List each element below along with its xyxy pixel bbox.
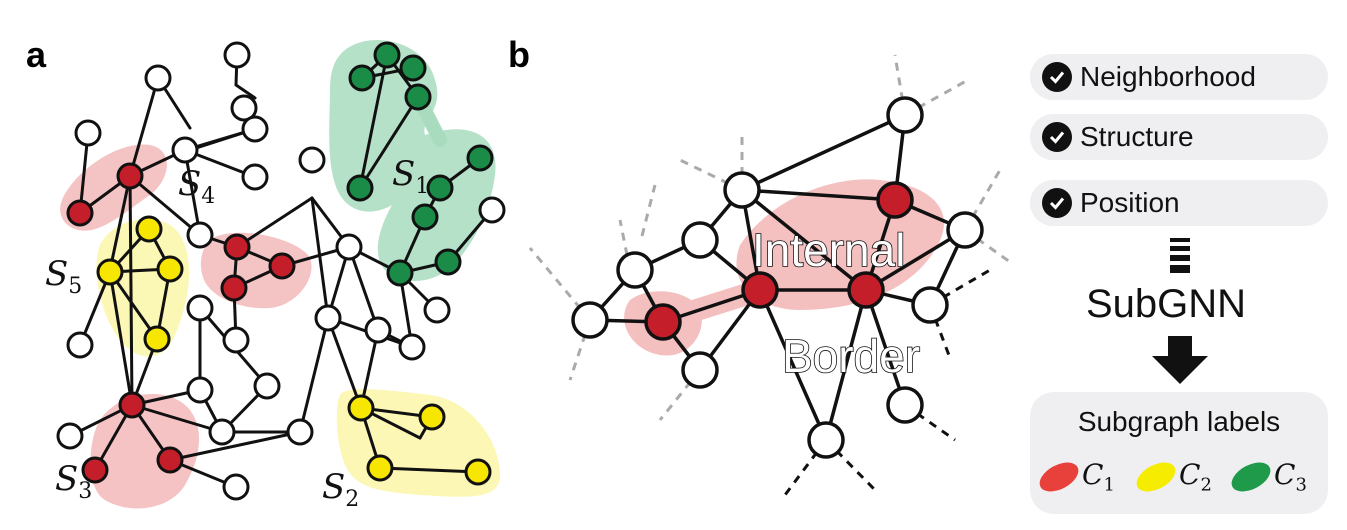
channel-neighborhood: Neighborhood	[1030, 54, 1328, 100]
check-icon	[1042, 188, 1072, 218]
legend-c3: C3	[1226, 456, 1307, 498]
down-arrow	[1152, 336, 1208, 384]
legend-swatch-c1	[1034, 456, 1084, 498]
check-icon	[1042, 62, 1072, 92]
legend-c2: C2	[1131, 456, 1212, 498]
legend-swatch-c2	[1131, 456, 1181, 498]
channel-position: Position	[1030, 180, 1328, 226]
legend-swatch-c3	[1226, 456, 1276, 498]
channel-structure: Structure	[1030, 114, 1328, 160]
channel-label: Neighborhood	[1080, 61, 1256, 92]
label-s5: S5	[45, 254, 82, 299]
internal-label: Internal	[752, 224, 905, 276]
legend-label-c2: C2	[1179, 458, 1212, 496]
panel-a-nodes	[56, 41, 506, 501]
channel-label: Position	[1080, 187, 1180, 218]
subgraph-labels: S1 S2 S3 S4 S5	[45, 154, 429, 512]
panel-a-graph: S1 S2 S3 S4 S5	[45, 40, 506, 512]
panel-b-black-dashes	[783, 268, 991, 496]
subgraph-labels-box: Subgraph labels C1 C2 C3	[1030, 392, 1328, 514]
check-icon	[1042, 122, 1072, 152]
pipeline-arrows	[1152, 238, 1208, 384]
channel-label: Structure	[1080, 121, 1194, 152]
dashed-arrow-stem	[1170, 238, 1190, 273]
subgraph-labels-title: Subgraph labels	[1077, 406, 1281, 437]
region-s3	[90, 393, 200, 509]
label-s1: S1	[392, 154, 429, 199]
legend-label-c3: C3	[1274, 458, 1307, 496]
region-s1	[329, 40, 496, 282]
legend-c1: C1	[1034, 456, 1115, 498]
model-name: SubGNN	[1086, 282, 1247, 326]
panel-label-a: a	[26, 34, 47, 75]
label-s4: S4	[178, 164, 215, 209]
panel-b-graph: Internal Border	[528, 54, 1011, 496]
border-label: Border	[782, 330, 920, 382]
legend-label-c1: C1	[1082, 458, 1115, 496]
label-s3: S3	[55, 459, 92, 504]
panel-b-nodes	[571, 96, 984, 459]
label-s2: S2	[322, 467, 359, 512]
region-s4-mid	[200, 232, 312, 309]
panel-label-b: b	[508, 34, 530, 75]
